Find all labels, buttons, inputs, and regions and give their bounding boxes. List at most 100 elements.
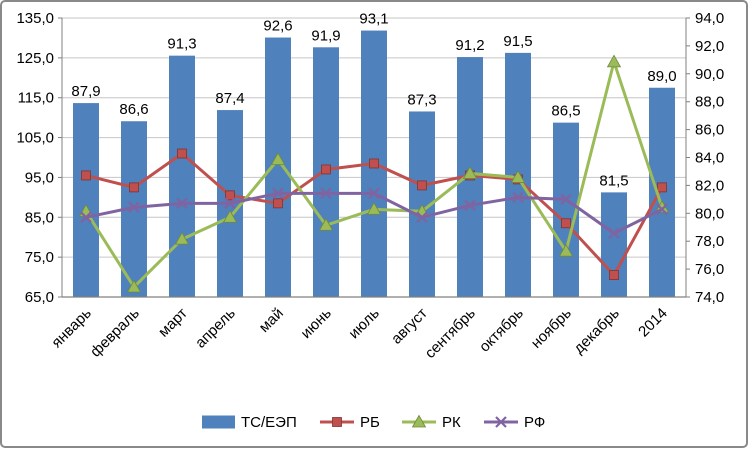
category-label: 2014 [635, 305, 671, 341]
bar-data-labels: 87,9 86,6 91,3 87,4 92,6 91,9 93,1 87,3 91,2 91,5… [71, 11, 676, 190]
bar [601, 192, 627, 297]
x-marker-icon [495, 416, 507, 428]
x-marker-icon [272, 187, 284, 200]
right-axis-tick-label: 78,0 [695, 233, 724, 250]
bar [265, 37, 291, 297]
x-marker-icon [128, 201, 140, 214]
square-marker-icon [609, 270, 619, 280]
left-axis-tick-label: 135,0 [16, 10, 54, 27]
square-marker-icon [369, 158, 379, 169]
category-label: февраль [87, 305, 143, 361]
triangle-marker-icon [174, 231, 190, 245]
bar-value-label: 81,5 [599, 172, 628, 189]
legend-label: РБ [360, 414, 380, 431]
square-marker-icon [657, 182, 667, 193]
bar [553, 122, 579, 297]
triangle-marker-icon [126, 279, 142, 293]
right-axis-tick-label: 82,0 [695, 177, 724, 194]
left-axis-tick-label: 125,0 [16, 50, 54, 67]
bar [73, 103, 99, 297]
bar [169, 55, 195, 297]
bar-value-label: 87,4 [215, 90, 244, 107]
category-label: март [155, 305, 191, 341]
combo-chart: 87,9 86,6 91,3 87,4 92,6 91,9 93,1 87,3 91,2 91,5… [16, 10, 724, 431]
right-axis-tick-label: 76,0 [695, 261, 724, 278]
category-label: май [256, 305, 287, 336]
x-marker-icon [656, 203, 668, 216]
x-marker-icon [512, 191, 524, 204]
square-marker-icon [81, 170, 91, 181]
bar-value-label: 91,9 [311, 27, 340, 44]
category-label: сентябрь [422, 305, 479, 362]
right-axis-tick-label: 88,0 [695, 94, 724, 111]
bar-value-label: 87,3 [407, 91, 436, 108]
bar-value-label: 87,9 [71, 83, 100, 100]
square-marker-icon [177, 148, 187, 159]
triangle-marker-icon [411, 414, 427, 428]
line-series-rf [80, 187, 668, 240]
right-axis-tick-label: 90,0 [695, 66, 724, 83]
x-marker-icon [560, 193, 572, 206]
triangle-marker-icon [558, 243, 574, 257]
bar-value-label: 91,2 [455, 37, 484, 54]
x-marker-icon [416, 211, 428, 224]
x-marker-icon [320, 187, 332, 200]
triangle-marker-icon [222, 209, 238, 223]
category-label: июнь [298, 305, 335, 342]
category-label: ноябрь [528, 305, 575, 352]
x-marker-icon [176, 197, 188, 210]
bar-value-label: 91,5 [503, 33, 532, 50]
triangle-marker-icon [270, 152, 286, 165]
triangle-marker-icon [318, 217, 334, 231]
legend-label: РК [442, 414, 461, 431]
square-marker-icon [417, 180, 427, 191]
square-marker-icon [561, 218, 571, 229]
bar-series [73, 30, 675, 298]
category-label: январь [48, 305, 95, 352]
left-axis-tick-label: 105,0 [16, 130, 54, 147]
triangle-marker-icon [462, 166, 478, 179]
square-marker-icon [129, 182, 139, 193]
legend-swatch-bar [202, 415, 235, 429]
left-axis-tick-label: 75,0 [25, 249, 54, 266]
bar-value-label: 86,6 [119, 101, 148, 118]
right-axis-tick-label: 84,0 [695, 150, 724, 167]
square-marker-icon [321, 164, 331, 175]
bar-value-label: 86,5 [551, 103, 580, 120]
square-marker-icon [225, 190, 235, 201]
legend: ТС/ЕЭП РБ РК РФ [202, 414, 545, 431]
category-label: июль [345, 305, 383, 343]
axes: 65,0 75,0 85,0 95,0 105,0 115,0 125,0 135,0 74,0… [16, 10, 724, 306]
x-marker-icon [368, 187, 380, 200]
right-axis-tick-label: 92,0 [695, 38, 724, 55]
bar-value-label: 92,6 [263, 18, 292, 35]
left-axis-tick-label: 115,0 [18, 90, 54, 107]
x-marker-icon [464, 199, 476, 212]
bar-value-label: 93,1 [359, 11, 388, 28]
legend-label: РФ [524, 414, 545, 431]
right-axis-tick-label: 86,0 [695, 122, 724, 139]
right-axis-tick-label: 80,0 [695, 205, 724, 222]
x-marker-icon [224, 197, 236, 210]
triangle-marker-icon [366, 202, 382, 215]
left-axis-tick-label: 85,0 [25, 209, 54, 226]
bar-value-label: 89,0 [647, 68, 676, 85]
category-label: октябрь [476, 305, 527, 356]
right-axis-tick-label: 94,0 [695, 10, 724, 27]
square-marker-icon [273, 198, 283, 209]
triangle-marker-icon [606, 54, 622, 68]
category-label: декабрь [570, 305, 623, 358]
category-label: апрель [192, 305, 239, 352]
legend-label: ТС/ЕЭП [241, 414, 297, 431]
bar [649, 87, 675, 297]
right-axis-tick-label: 74,0 [695, 289, 724, 306]
triangle-marker-icon [510, 170, 526, 183]
left-axis-tick-label: 95,0 [25, 169, 54, 186]
square-marker-icon [332, 417, 342, 427]
bar-value-label: 91,3 [167, 36, 196, 53]
x-marker-icon [80, 211, 92, 224]
x-marker-icon [608, 227, 620, 240]
category-label: август [388, 305, 431, 348]
